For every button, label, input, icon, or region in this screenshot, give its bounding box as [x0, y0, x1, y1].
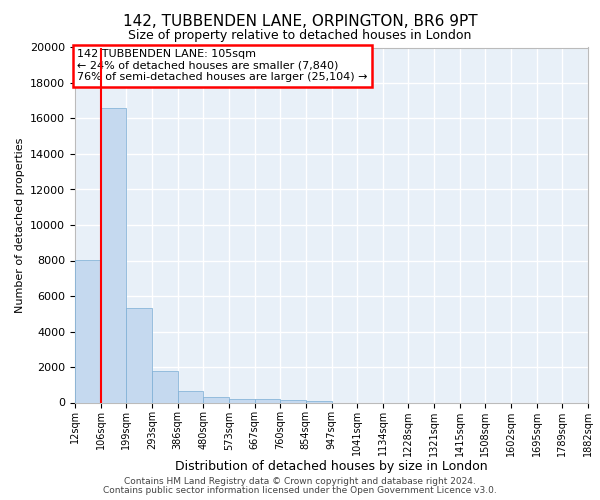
Bar — [101, 108, 127, 403]
Text: Contains public sector information licensed under the Open Government Licence v3: Contains public sector information licen… — [103, 486, 497, 495]
Text: Size of property relative to detached houses in London: Size of property relative to detached ho… — [128, 29, 472, 42]
Bar — [254, 400, 280, 402]
X-axis label: Distribution of detached houses by size in London: Distribution of detached houses by size … — [175, 460, 488, 473]
Y-axis label: Number of detached properties: Number of detached properties — [14, 138, 25, 312]
Bar — [127, 308, 152, 402]
Bar — [229, 399, 254, 402]
Bar — [152, 370, 178, 402]
Bar — [203, 397, 229, 402]
Bar — [306, 400, 331, 402]
Text: Contains HM Land Registry data © Crown copyright and database right 2024.: Contains HM Land Registry data © Crown c… — [124, 477, 476, 486]
Bar — [280, 400, 306, 402]
Text: 142 TUBBENDEN LANE: 105sqm
← 24% of detached houses are smaller (7,840)
76% of s: 142 TUBBENDEN LANE: 105sqm ← 24% of deta… — [77, 50, 368, 82]
Text: 142, TUBBENDEN LANE, ORPINGTON, BR6 9PT: 142, TUBBENDEN LANE, ORPINGTON, BR6 9PT — [122, 14, 478, 29]
Bar — [75, 260, 101, 402]
Bar — [178, 391, 203, 402]
